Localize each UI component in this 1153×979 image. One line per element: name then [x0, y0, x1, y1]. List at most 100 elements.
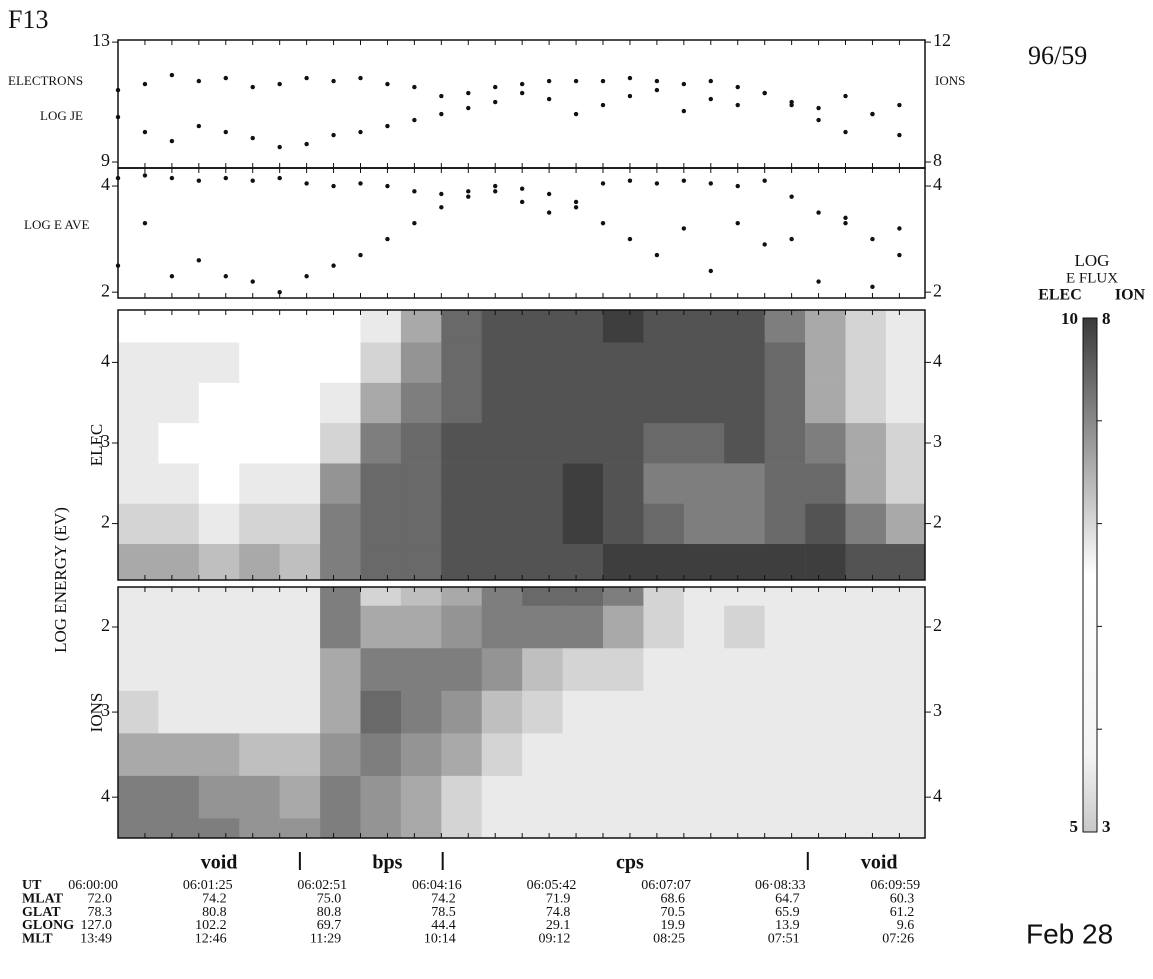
spectrogram-cell — [764, 422, 806, 464]
data-point — [169, 138, 175, 144]
spectrogram-cell — [360, 422, 402, 464]
spectrogram-cell — [562, 543, 604, 581]
row-label: MLT — [22, 931, 53, 946]
y-tick-label: 9 — [101, 150, 110, 170]
spectrogram-cell — [118, 818, 159, 839]
spectrogram-cell — [603, 543, 644, 581]
data-point — [223, 274, 228, 279]
table-value: 13:49 — [80, 931, 112, 946]
spectrogram-cell — [764, 463, 806, 504]
data-point — [654, 252, 660, 258]
spectrogram-cell — [683, 690, 725, 734]
spectrogram-cell — [885, 818, 926, 839]
data-point — [627, 236, 633, 242]
table-value: 61.2 — [890, 905, 915, 920]
data-point — [573, 205, 579, 210]
spectrogram-cell — [683, 342, 725, 383]
spectrogram-cell — [603, 310, 644, 343]
spectrogram-cell — [805, 587, 846, 607]
y-tick-label: 3 — [933, 700, 942, 720]
spectrogram-cell — [683, 733, 725, 777]
y-tick-label: 2 — [101, 512, 110, 532]
spectrogram-cell — [805, 605, 846, 649]
data-point — [897, 226, 902, 231]
row-label: MLAT — [22, 892, 64, 907]
spectrogram-cell — [320, 382, 361, 424]
spectrogram-cell — [683, 605, 725, 649]
spectrogram-cell — [360, 733, 402, 777]
spectrogram-cell — [845, 587, 887, 607]
spectrogram-cell — [279, 342, 321, 383]
data-point — [385, 81, 390, 87]
data-point — [466, 189, 471, 194]
spectrogram-cell — [198, 733, 240, 777]
spectrogram-cell — [158, 310, 200, 343]
spectrogram-cell — [805, 422, 846, 464]
data-point — [600, 78, 606, 84]
spectrogram-cell — [724, 605, 765, 649]
legend-entry: ELECTRONS — [8, 73, 83, 88]
data-point — [627, 178, 633, 183]
spectrogram-cell — [158, 733, 200, 777]
spectrogram-cell — [805, 382, 846, 424]
row-label: UT — [22, 878, 42, 893]
table-value: 06·08:33 — [755, 878, 806, 893]
data-point — [304, 274, 309, 279]
spectrogram-cell — [198, 605, 240, 649]
spectrogram-cell — [198, 382, 240, 424]
spectrogram-cell — [885, 543, 926, 581]
spectrogram-cell — [320, 775, 361, 819]
data-point — [843, 93, 848, 99]
y-tick-label: 3 — [101, 431, 110, 451]
data-point — [358, 75, 363, 81]
spectrogram-cell — [320, 503, 361, 545]
spectrogram-cell — [522, 648, 563, 692]
region-label: cps — [616, 852, 644, 874]
spectrogram-cell — [320, 690, 361, 734]
spectrogram-cell — [279, 463, 321, 504]
data-point — [223, 129, 228, 135]
data-point — [412, 189, 417, 194]
spectrogram-cell — [764, 503, 806, 545]
spectrogram-cell — [279, 422, 321, 464]
spectrogram-cell — [400, 733, 442, 777]
spectrogram-cell — [683, 543, 725, 581]
data-point — [493, 99, 498, 105]
colorbar — [1082, 317, 1098, 833]
spectrogram-cell — [562, 342, 604, 383]
spectrogram-cell — [562, 733, 604, 777]
data-point — [870, 284, 875, 290]
table-value: 64.7 — [775, 892, 800, 907]
spectrogram-cell — [724, 342, 765, 383]
data-point — [708, 78, 713, 84]
spectrogram-cell — [805, 690, 846, 734]
table-value: 06:01:25 — [183, 878, 233, 893]
spectrogram-cell — [118, 775, 159, 819]
spectrogram-cell — [603, 342, 644, 383]
spectrogram-cell — [764, 733, 806, 777]
spectrogram-cell — [400, 342, 442, 383]
data-point — [493, 84, 498, 90]
spectrogram-cell — [643, 818, 685, 839]
data-point — [412, 220, 417, 226]
data-point — [331, 132, 336, 138]
spectrogram-cell — [279, 543, 321, 581]
spectrogram-cell — [603, 818, 644, 839]
table-value: 07:51 — [768, 931, 800, 946]
spectrogram-cell — [522, 605, 563, 649]
data-point — [600, 220, 606, 226]
region-label: void — [861, 852, 898, 874]
y-tick-label: 4 — [933, 785, 942, 805]
spectrogram-cell — [239, 648, 280, 692]
spectrogram-cell — [764, 775, 806, 819]
spectrogram-cell — [320, 422, 361, 464]
data-point — [519, 199, 525, 205]
table-value: 74.8 — [546, 905, 571, 920]
spectrogram-cell — [198, 775, 240, 819]
spectrogram-cell — [239, 733, 280, 777]
spectrogram-cell — [724, 690, 765, 734]
table-value: 11:29 — [310, 931, 341, 946]
data-point — [304, 181, 309, 186]
spectrogram-cell — [239, 690, 280, 734]
data-point — [573, 111, 579, 117]
